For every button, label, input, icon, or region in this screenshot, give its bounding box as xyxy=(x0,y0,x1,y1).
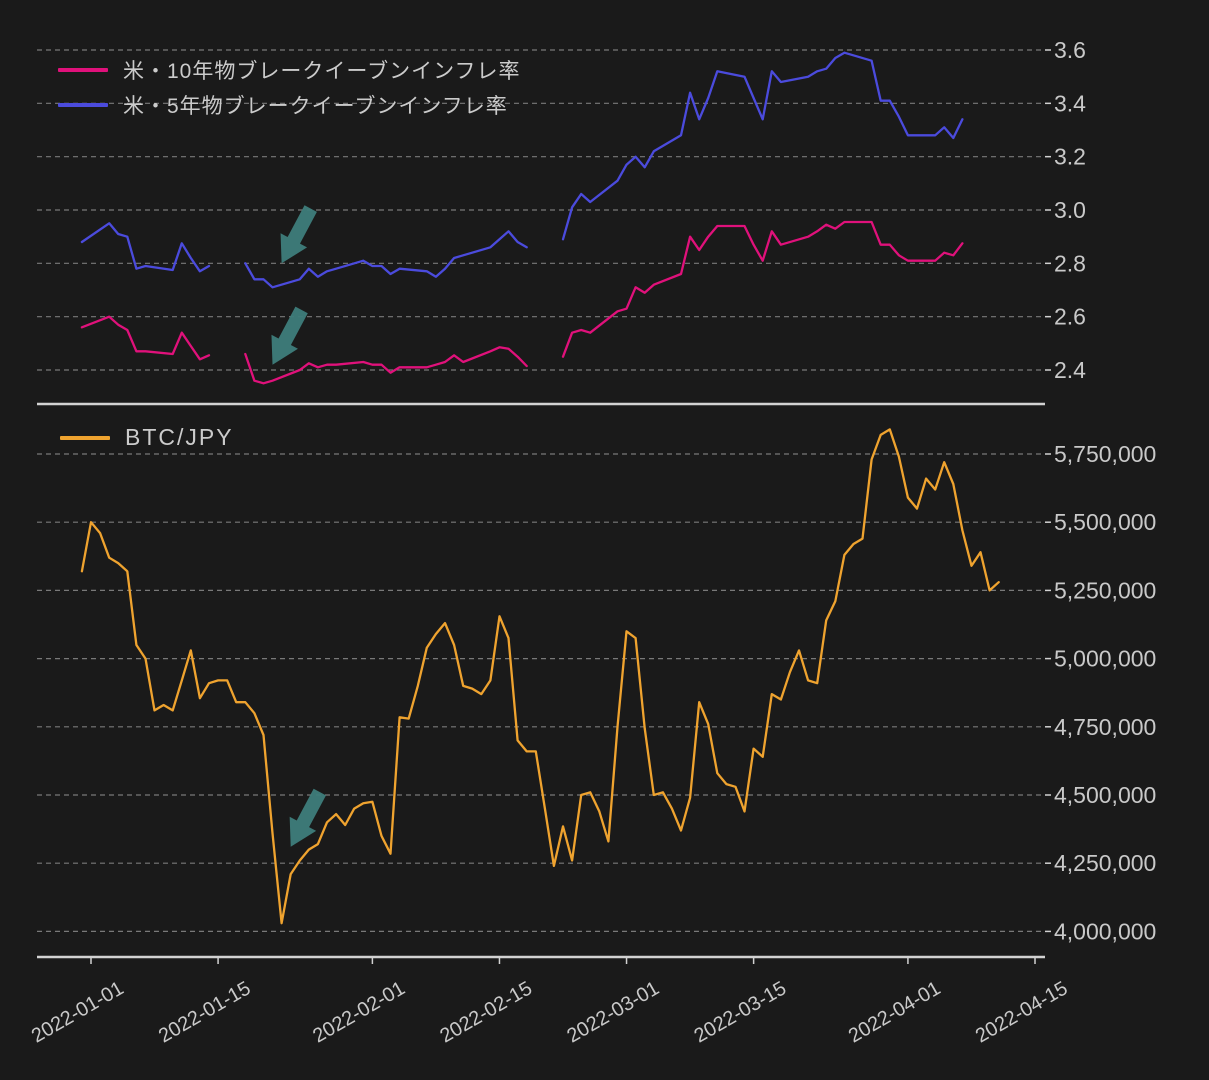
y-tick-label: 4,250,000 xyxy=(1054,850,1156,876)
y-tick-label: 5,000,000 xyxy=(1054,646,1156,672)
arrow-10y-january-low-icon xyxy=(271,306,308,365)
y-tick-label: 4,000,000 xyxy=(1054,918,1156,944)
series-line xyxy=(80,428,1000,925)
y-tick-label: 2.4 xyxy=(1054,357,1086,383)
y-tick-label: 3.4 xyxy=(1054,90,1086,116)
y-tick-label: 3.2 xyxy=(1054,144,1086,170)
y-tick-label: 4,750,000 xyxy=(1054,714,1156,740)
x-tick-label: 2022-03-01 xyxy=(563,977,663,1047)
series-line xyxy=(80,222,211,273)
y-tick-label: 2.8 xyxy=(1054,250,1086,276)
arrow-btc-january-low-icon xyxy=(289,788,326,847)
series-line xyxy=(244,346,528,385)
series-line xyxy=(561,51,964,241)
x-tick-label: 2022-02-15 xyxy=(436,977,536,1047)
y-tick-label: 2.6 xyxy=(1054,304,1086,330)
y-tick-label: 5,750,000 xyxy=(1054,441,1156,467)
y-tick-label: 4,500,000 xyxy=(1054,782,1156,808)
y-tick-label: 3.6 xyxy=(1054,37,1086,63)
y-tick-label: 5,250,000 xyxy=(1054,577,1156,603)
series-line xyxy=(80,315,211,361)
x-tick-label: 2022-01-01 xyxy=(28,977,128,1047)
series-line xyxy=(561,220,964,358)
y-tick-label: 5,500,000 xyxy=(1054,509,1156,535)
x-tick-label: 2022-01-15 xyxy=(155,977,255,1047)
x-tick-label: 2022-03-15 xyxy=(691,977,791,1047)
x-tick-label: 2022-04-15 xyxy=(972,977,1072,1047)
y-tick-label: 3.0 xyxy=(1054,197,1086,223)
series-line xyxy=(244,230,528,289)
x-tick-label: 2022-04-01 xyxy=(845,977,945,1047)
x-tick-label: 2022-02-01 xyxy=(309,977,409,1047)
arrow-5y-january-low-icon xyxy=(280,205,317,264)
